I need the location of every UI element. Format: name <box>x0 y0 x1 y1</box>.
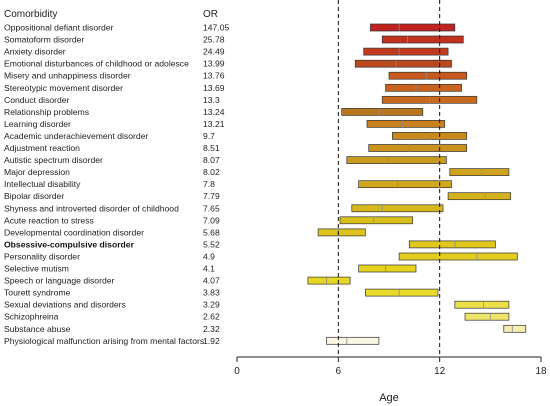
row-label: Academic underachievement disorder <box>4 131 148 141</box>
row-or-value: 4.9 <box>203 251 215 261</box>
row-label: Adjustment reaction <box>4 143 80 153</box>
row-or-value: 4.07 <box>203 276 220 286</box>
x-tick-label: 6 <box>336 366 342 377</box>
x-tick-label: 0 <box>234 366 240 377</box>
range-bar <box>408 240 496 249</box>
range-bar <box>346 156 447 164</box>
row-label: Oppositional defiant disorder <box>4 23 114 33</box>
range-bar <box>454 300 510 309</box>
range-bar <box>381 35 464 44</box>
range-bar <box>370 23 456 32</box>
x-tick-label: 12 <box>434 366 446 377</box>
row-or-value: 13.24 <box>203 107 225 117</box>
range-bar <box>447 192 511 201</box>
row-label: Autistic spectrum disorder <box>4 155 103 165</box>
x-axis: 0 6 12 18 <box>234 356 547 377</box>
range-bar <box>388 71 468 80</box>
range-bar <box>354 59 452 68</box>
row-or-value: 13.3 <box>203 95 220 105</box>
row-or-value: 13.76 <box>203 71 225 81</box>
row-or-value: 3.83 <box>203 288 220 298</box>
range-bar <box>326 336 380 345</box>
row-label: Acute reaction to stress <box>4 215 94 225</box>
range-bar <box>392 132 468 140</box>
labels-group: Oppositional defiant disorder 147.05 Somat… <box>4 23 230 346</box>
row-label: Selective mutism <box>4 264 69 274</box>
column-header-comorbidity: Comorbidity <box>4 9 57 20</box>
row-or-value: 3.29 <box>203 300 220 310</box>
row-label: Obsessive-compulsive disorder <box>4 239 135 249</box>
row-or-value: 8.02 <box>203 167 220 177</box>
x-axis-title: Age <box>379 392 399 404</box>
range-bar <box>351 204 444 213</box>
range-bar <box>366 120 446 128</box>
row-label: Physiological malfunction arising from m… <box>4 336 204 346</box>
reference-lines-group <box>337 0 441 357</box>
row-label: Bipolar disorder <box>4 191 64 201</box>
range-bar <box>398 252 518 261</box>
row-or-value: 4.1 <box>203 264 215 274</box>
row-label: Intellectual disability <box>4 179 81 189</box>
row-label: Schizophreina <box>4 312 59 322</box>
row-or-value: 2.62 <box>203 312 220 322</box>
row-or-value: 2.32 <box>203 324 220 334</box>
range-bar <box>307 276 351 285</box>
row-or-value: 147.05 <box>203 23 230 33</box>
range-bar <box>341 108 424 116</box>
range-bar <box>339 216 413 225</box>
row-or-value: 25.78 <box>203 35 225 45</box>
column-header-or: OR <box>203 9 218 20</box>
row-or-value: 7.09 <box>203 215 220 225</box>
row-or-value: 7.65 <box>203 203 220 213</box>
row-label: Anxiety disorder <box>4 47 66 57</box>
row-label: Somatoform disorder <box>4 35 84 45</box>
row-label: Relationship problems <box>4 107 89 117</box>
row-label: Sexual deviations and disorders <box>4 300 126 310</box>
row-or-value: 8.07 <box>203 155 220 165</box>
row-or-value: 7.8 <box>203 179 215 189</box>
row-or-value: 5.68 <box>203 227 220 237</box>
range-bar <box>449 168 510 176</box>
row-or-value: 5.52 <box>203 239 220 249</box>
range-bar <box>464 312 510 321</box>
x-tick-label: 18 <box>535 366 547 377</box>
range-bar <box>358 180 452 189</box>
range-bar <box>385 83 462 92</box>
range-bar <box>358 264 417 273</box>
row-label: Substance abuse <box>4 324 71 334</box>
row-or-value: 24.49 <box>203 47 225 57</box>
row-label: Stereotypic movement disorder <box>4 83 123 93</box>
row-or-value: 9.7 <box>203 131 215 141</box>
row-label: Tourett syndrome <box>4 288 71 298</box>
range-bar <box>365 288 439 297</box>
row-or-value: 13.21 <box>203 119 225 129</box>
range-bar <box>363 47 449 56</box>
row-or-value: 8.51 <box>203 143 220 153</box>
range-bar <box>503 324 527 333</box>
row-or-value: 13.99 <box>203 59 225 69</box>
row-label: Misery and unhappiness disorder <box>4 71 131 81</box>
range-bar <box>368 144 468 152</box>
row-label: Emotional disturbances of childhood or a… <box>4 59 189 69</box>
range-bar <box>317 228 366 237</box>
row-label: Personality disorder <box>4 251 80 261</box>
bars-group <box>307 23 527 345</box>
row-or-value: 13.69 <box>203 83 225 93</box>
row-label: Speech or language disorder <box>4 276 115 286</box>
row-label: Developmental coordination disorder <box>4 227 144 237</box>
row-label: Learning disorder <box>4 119 71 129</box>
row-label: Shyness and introverted disorder of chil… <box>4 203 179 213</box>
row-label: Conduct disorder <box>4 95 70 105</box>
row-or-value: 7.79 <box>203 191 220 201</box>
row-label: Major depression <box>4 167 70 177</box>
row-or-value: 1.92 <box>203 336 220 346</box>
